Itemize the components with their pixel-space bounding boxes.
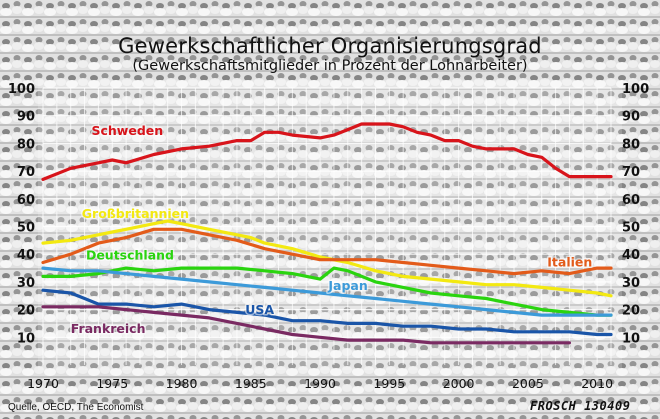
y-tick-right-40: 40 (622, 248, 640, 263)
y-tick-right-30: 30 (622, 276, 640, 291)
y-tick-left-60: 60 (17, 193, 35, 208)
x-tick-2000: 2000 (443, 376, 475, 391)
grid-lines (42, 87, 612, 365)
series-line-schweden (41, 122, 613, 181)
y-tick-left-100: 100 (8, 82, 35, 97)
chart-subtitle: (Gewerkschaftsmitglieder in Prozent der … (132, 58, 528, 74)
y-tick-left-30: 30 (17, 276, 35, 291)
x-tick-1985: 1985 (235, 376, 267, 391)
y-tick-left-70: 70 (17, 165, 35, 180)
series-label-halo-frankreich: Frankreich (71, 321, 146, 336)
y-tick-left-50: 50 (17, 221, 35, 236)
series-label-halo-deutschland: Deutschland (86, 248, 174, 263)
y-tick-right-50: 50 (622, 221, 640, 236)
series-label-deutschland: Deutschland (86, 248, 174, 263)
series-label-schweden: Schweden (91, 123, 163, 138)
source-note: Quelle, OECD, The Economist (8, 402, 144, 413)
x-tick-1970: 1970 (27, 376, 59, 391)
author-signature: FROSCH 130409 (530, 399, 631, 413)
y-tick-right-90: 90 (622, 110, 640, 125)
series-labels: SchwedenSchwedenGroßbritannienGroßbritan… (69, 122, 594, 338)
series-line-deutschland (41, 266, 613, 317)
series-label-italien: Italien (547, 255, 592, 270)
x-axis: 1970 1975 1980 1985 1990 1995 2000 2005 2010 (27, 376, 613, 391)
y-tick-left-10: 10 (17, 331, 35, 346)
y-tick-right-70: 70 (622, 165, 640, 180)
x-tick-1980: 1980 (166, 376, 198, 391)
series-line-japan (41, 266, 613, 317)
series-lines (41, 122, 613, 345)
series-label-halo-gro-britannien: Großbritannien (82, 206, 189, 221)
y-tick-right-20: 20 (622, 304, 640, 319)
series-label-halo-schweden: Schweden (91, 123, 163, 138)
y-tick-left-80: 80 (17, 137, 35, 152)
series-line-gro-britannien (41, 219, 613, 298)
series-label-halo-japan: Japan (327, 278, 367, 293)
series-line-italien (41, 227, 613, 276)
y-axis-left: 10 20 30 40 50 60 70 80 90 100 (8, 82, 35, 346)
x-tick-1975: 1975 (96, 376, 128, 391)
y-tick-right-10: 10 (622, 331, 640, 346)
series-label-gro-britannien: Großbritannien (82, 206, 189, 221)
x-tick-2010: 2010 (581, 376, 613, 391)
y-tick-right-60: 60 (622, 193, 640, 208)
x-tick-2005: 2005 (512, 376, 544, 391)
chart-title: Gewerkschaftlicher Organisierungsgrad (118, 34, 542, 58)
series-label-halo-italien: Italien (547, 255, 592, 270)
y-axis-right: 10 20 30 40 50 60 70 80 90 100 (622, 82, 649, 346)
series-label-halo-usa: USA (245, 302, 274, 317)
y-tick-left-20: 20 (17, 304, 35, 319)
series-line-frankreich (41, 305, 571, 345)
y-tick-right-80: 80 (622, 137, 640, 152)
x-tick-1995: 1995 (373, 376, 405, 391)
series-line-usa (41, 288, 613, 337)
y-tick-left-90: 90 (17, 110, 35, 125)
series-label-usa: USA (245, 302, 274, 317)
y-tick-left-40: 40 (17, 248, 35, 263)
y-tick-right-100: 100 (622, 82, 649, 97)
series-label-frankreich: Frankreich (71, 321, 146, 336)
series-label-japan: Japan (327, 278, 367, 293)
x-tick-1990: 1990 (304, 376, 336, 391)
